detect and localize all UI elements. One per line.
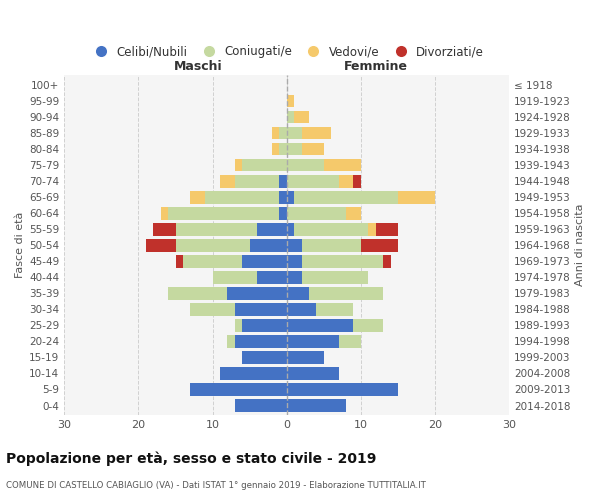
Bar — [302, 271, 368, 283]
Bar — [176, 255, 183, 268]
Bar — [168, 287, 227, 300]
Y-axis label: Fasce di età: Fasce di età — [15, 212, 25, 278]
Bar — [257, 223, 287, 235]
Bar — [280, 190, 287, 203]
Bar — [168, 206, 280, 220]
Bar — [376, 223, 398, 235]
Bar — [235, 303, 287, 316]
Bar — [235, 174, 280, 188]
Text: COMUNE DI CASTELLO CABIAGLIO (VA) - Dati ISTAT 1° gennaio 2019 - Elaborazione TU: COMUNE DI CASTELLO CABIAGLIO (VA) - Dati… — [6, 480, 426, 490]
Bar — [294, 110, 309, 124]
Bar — [280, 206, 287, 220]
Bar — [383, 255, 391, 268]
Bar — [287, 190, 294, 203]
Bar — [220, 367, 287, 380]
Bar — [190, 190, 205, 203]
Bar — [235, 158, 242, 172]
Legend: Celibi/Nubili, Coniugati/e, Vedovi/e, Divorziati/e: Celibi/Nubili, Coniugati/e, Vedovi/e, Di… — [85, 40, 488, 63]
Bar — [398, 190, 435, 203]
Bar — [287, 287, 309, 300]
Bar — [302, 126, 331, 140]
Bar — [280, 174, 287, 188]
Bar — [227, 335, 235, 348]
Bar — [287, 255, 302, 268]
Bar — [287, 351, 324, 364]
Bar — [190, 383, 287, 396]
Bar — [190, 303, 235, 316]
Bar — [227, 287, 287, 300]
Bar — [287, 319, 353, 332]
Bar — [176, 223, 257, 235]
Bar — [287, 142, 302, 156]
Bar — [287, 94, 294, 108]
Bar — [183, 255, 242, 268]
Bar — [242, 351, 287, 364]
Bar — [146, 239, 176, 252]
Bar — [302, 239, 361, 252]
Bar — [287, 126, 302, 140]
Bar — [220, 174, 235, 188]
Bar — [287, 239, 302, 252]
Bar — [176, 239, 250, 252]
Bar — [235, 335, 287, 348]
Bar — [338, 174, 353, 188]
Bar — [287, 367, 338, 380]
Bar — [235, 399, 287, 412]
Bar — [287, 158, 324, 172]
Bar — [302, 255, 383, 268]
Bar — [153, 223, 176, 235]
Bar — [212, 271, 257, 283]
Bar — [324, 158, 361, 172]
Bar — [287, 335, 338, 348]
Bar — [368, 223, 376, 235]
Bar — [287, 174, 338, 188]
Bar — [242, 255, 287, 268]
Bar — [346, 206, 361, 220]
Bar — [309, 287, 383, 300]
Bar — [235, 319, 242, 332]
Bar — [316, 303, 353, 316]
Bar — [272, 126, 280, 140]
Bar — [250, 239, 287, 252]
Bar — [353, 174, 361, 188]
Bar — [242, 319, 287, 332]
Y-axis label: Anni di nascita: Anni di nascita — [575, 204, 585, 286]
Bar — [287, 271, 302, 283]
Bar — [287, 383, 398, 396]
Bar — [242, 158, 287, 172]
Bar — [257, 271, 287, 283]
Bar — [302, 142, 324, 156]
Bar — [272, 142, 280, 156]
Bar — [294, 190, 398, 203]
Bar — [280, 126, 287, 140]
Text: Femmine: Femmine — [344, 60, 408, 73]
Bar — [287, 303, 316, 316]
Bar — [287, 206, 346, 220]
Text: Popolazione per età, sesso e stato civile - 2019: Popolazione per età, sesso e stato civil… — [6, 451, 376, 466]
Bar — [161, 206, 168, 220]
Bar — [287, 223, 294, 235]
Bar — [294, 223, 368, 235]
Bar — [361, 239, 398, 252]
Bar — [287, 110, 294, 124]
Bar — [287, 399, 346, 412]
Bar — [280, 142, 287, 156]
Bar — [353, 319, 383, 332]
Bar — [205, 190, 280, 203]
Bar — [338, 335, 361, 348]
Text: Maschi: Maschi — [173, 60, 222, 73]
